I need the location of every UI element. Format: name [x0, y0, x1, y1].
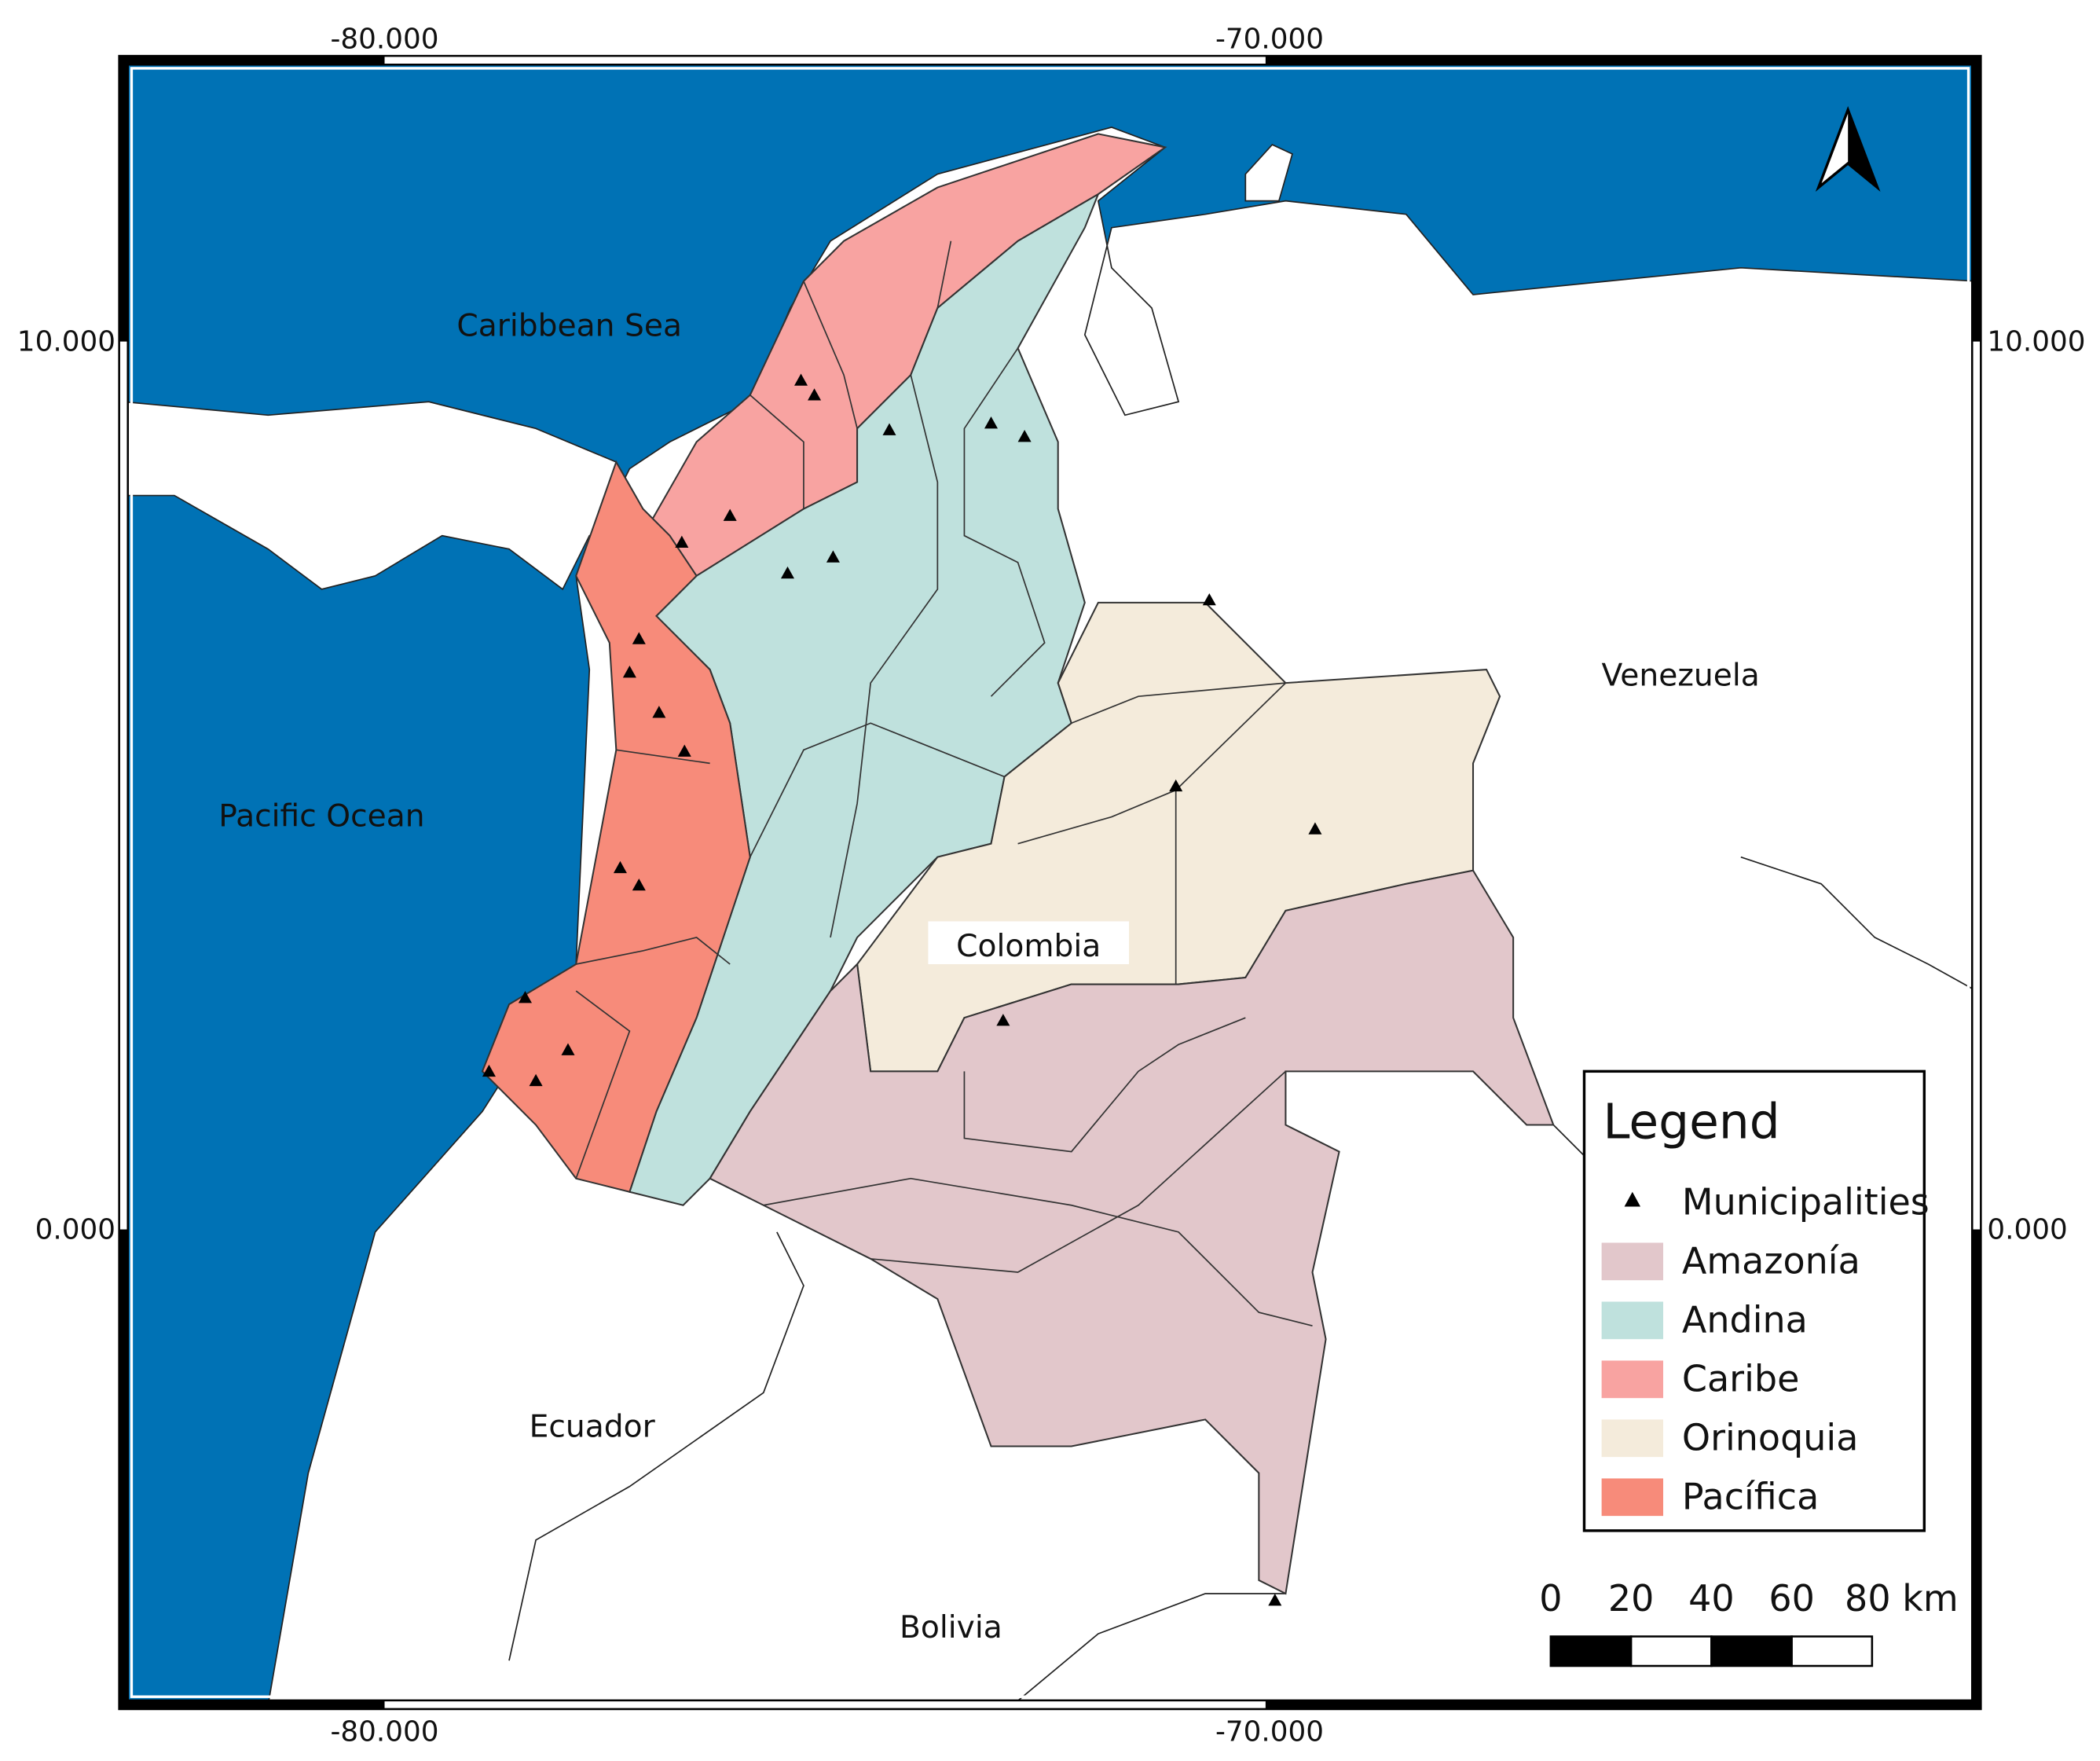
legend-swatch: [1601, 1478, 1664, 1517]
place-label: Ecuador: [530, 1410, 656, 1445]
north-arrow: [1815, 105, 1881, 192]
place-label: Bolivia: [900, 1610, 1002, 1645]
frame: [118, 54, 1982, 1711]
region-pacifica: [481, 460, 751, 1193]
scale-segment: [1790, 1635, 1874, 1667]
place-label: Colombia: [956, 929, 1101, 964]
scale-segment: [1710, 1635, 1793, 1667]
legend-swatch: [1601, 1360, 1664, 1399]
grid-label: 10.000: [17, 325, 115, 358]
scale-bar: 0 20 40 60 80 km: [1539, 1577, 1959, 1667]
legend-swatch: [1601, 1419, 1664, 1458]
legend-label: Amazonía: [1682, 1240, 1860, 1282]
legend-title: Legend: [1603, 1095, 1779, 1150]
grid-label: 0.000: [1987, 1213, 2067, 1246]
place-label: Caribbean Sea: [456, 309, 682, 344]
grid-label: -80.000: [330, 1715, 438, 1748]
place-label: Pacific Ocean: [218, 798, 424, 834]
scale-label: 20: [1608, 1577, 1655, 1620]
scale-segment: [1629, 1635, 1713, 1667]
legend-label: Pacífica: [1682, 1476, 1819, 1518]
grid-label: 10.000: [1987, 325, 2085, 358]
grid-label: -70.000: [1215, 1715, 1324, 1748]
scale-segment: [1549, 1635, 1633, 1667]
legend-swatch: [1601, 1242, 1664, 1281]
scale-label: 40: [1688, 1577, 1735, 1620]
place-label: Venezuela: [1602, 659, 1760, 694]
legend-label: Caribe: [1682, 1358, 1800, 1400]
grid-label: -80.000: [330, 23, 438, 55]
scale-label: 60: [1768, 1577, 1815, 1620]
legend-label: Andina: [1682, 1299, 1808, 1341]
label-box: [928, 921, 1130, 965]
scale-label: 0: [1539, 1577, 1562, 1620]
grid-label: 0.000: [35, 1213, 115, 1246]
region-amazonia: [709, 869, 1555, 1595]
legend-label: Orinoquia: [1682, 1417, 1859, 1459]
legend-label: Municipalities: [1682, 1181, 1930, 1224]
legend: Legend Municipalities Amazonía Andina Carib…: [1582, 1069, 1930, 1532]
grid-label: -70.000: [1215, 23, 1324, 55]
legend-swatch: [1601, 1301, 1664, 1340]
scale-label: 80 km: [1845, 1577, 1959, 1620]
legend-marker: [1624, 1191, 1641, 1207]
